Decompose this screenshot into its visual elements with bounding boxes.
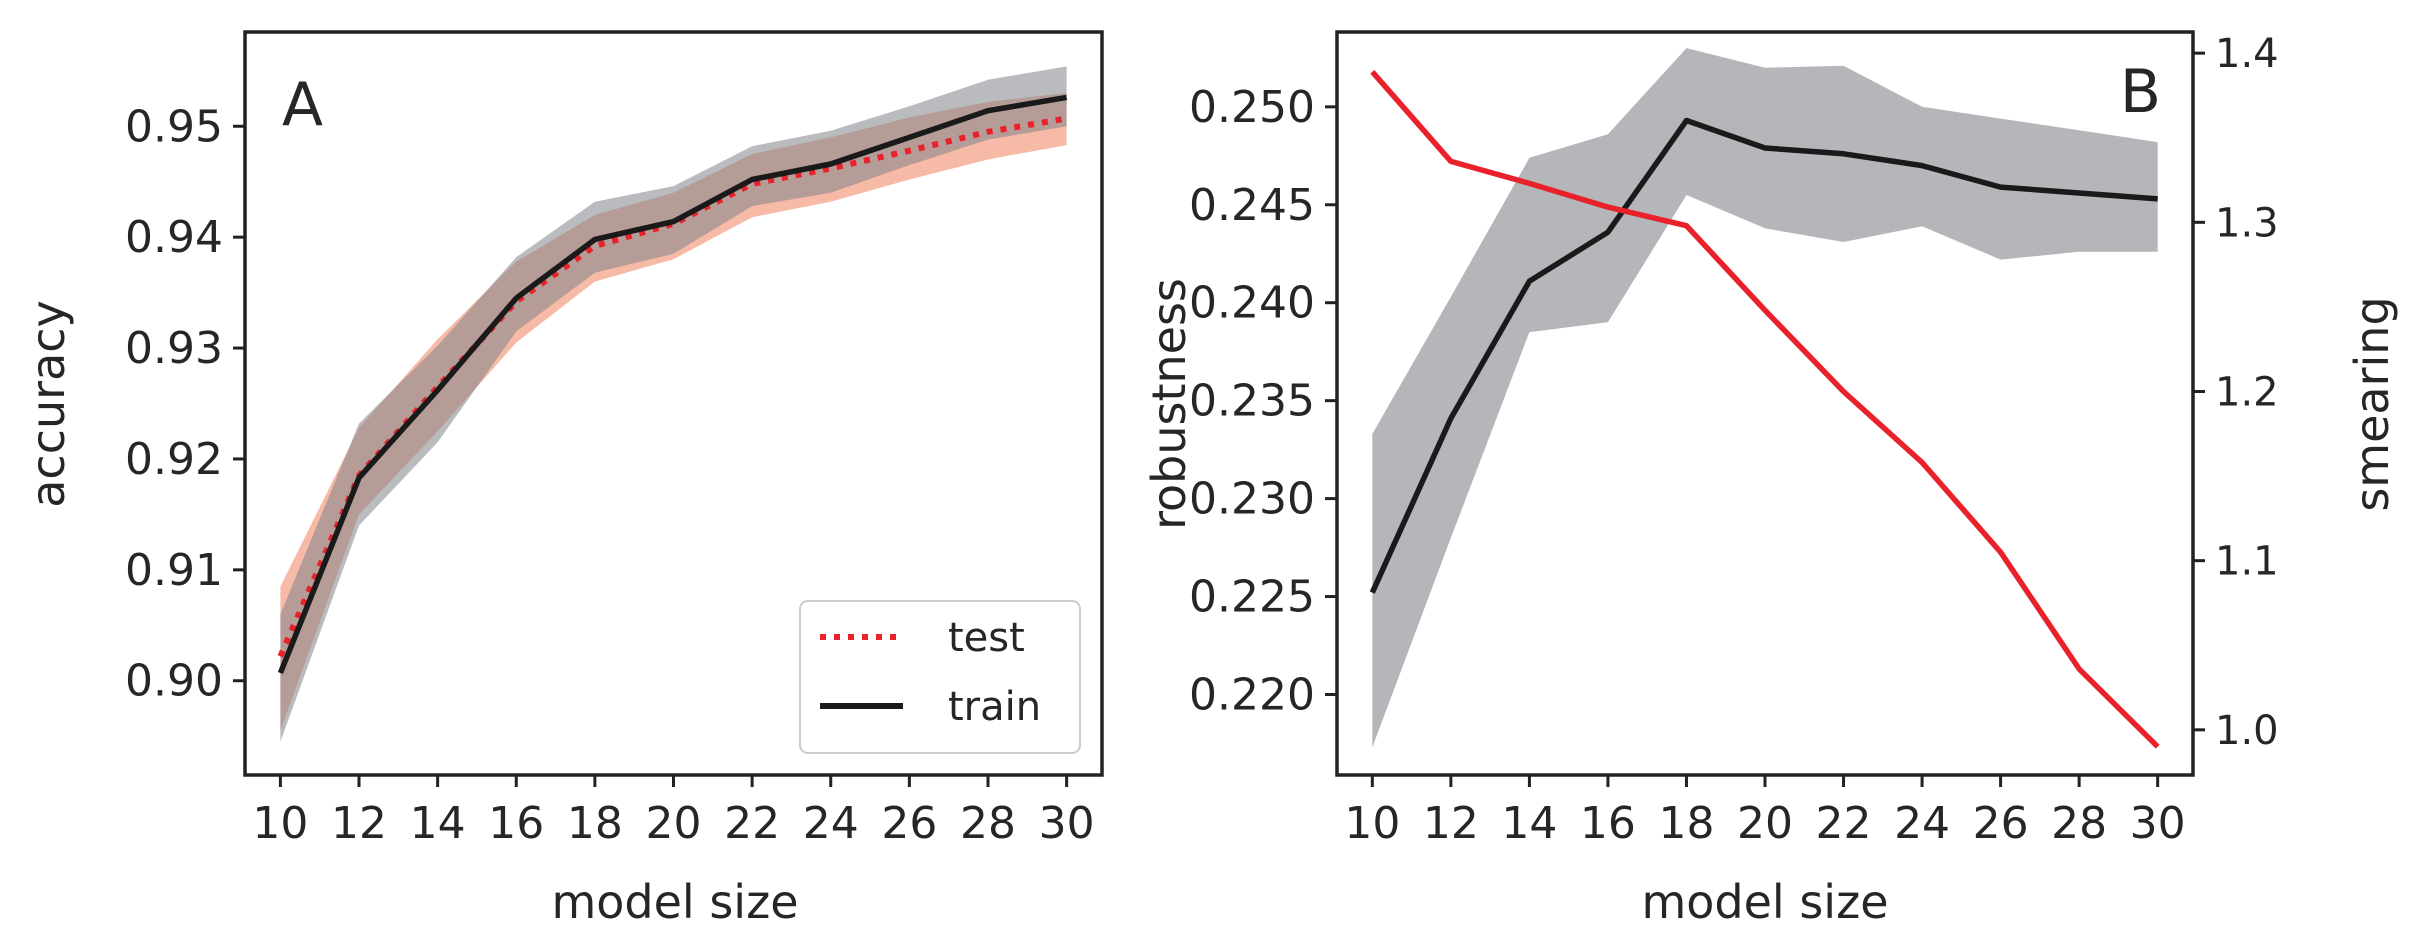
panel-a-y-axis-label: accuracy	[21, 300, 75, 508]
line-train	[277, 94, 1068, 675]
x-tick-label: 14	[410, 798, 466, 849]
x-tick-label: 18	[567, 798, 623, 849]
right-y-tick-label: 1.2	[2215, 369, 2279, 415]
y-tick-label: 0.250	[1189, 82, 1315, 133]
legend-test-label: test	[948, 615, 1025, 661]
panel-a-x-ticks: 10 12 14 16 18 20 22 24 26 28 30	[252, 775, 1095, 849]
y-tick-label: 0.245	[1189, 180, 1315, 231]
y-tick-label: 0.240	[1189, 278, 1315, 329]
panel-a-letter: A	[282, 70, 323, 140]
panel-a-x-axis-label: model size	[551, 875, 798, 929]
x-tick-label: 26	[1973, 798, 2029, 849]
panel-b-robustness-chart: 10 12 14 16 18 20 22 24 26 28 30 0.2200.2250.2300.…	[1142, 30, 2399, 929]
x-tick-label: 28	[2051, 798, 2107, 849]
legend-frame	[799, 600, 1081, 754]
x-tick-label: 10	[252, 798, 308, 849]
band-robustness	[1372, 48, 2158, 748]
x-tick-label: 30	[2130, 798, 2186, 849]
panel-b-left-y-ticks: 0.220 0.225 0.230 0.235 0.240 0.245 0.250	[1189, 82, 1337, 720]
right-y-tick-label: 1.4	[2215, 31, 2279, 77]
panel-b-left-y-axis-label: robustness	[1142, 278, 1196, 530]
x-tick-label: 30	[1039, 798, 1095, 849]
panel-b-right-y-ticks: 1.0 1.1 1.2 1.3 1.4	[2193, 31, 2279, 754]
x-tick-label: 28	[960, 798, 1016, 849]
x-tick-label: 16	[488, 798, 544, 849]
y-tick-label: 0.220	[1189, 669, 1315, 720]
y-tick-label: 0.225	[1189, 572, 1315, 623]
right-y-tick-label: 1.0	[2215, 708, 2279, 754]
panel-b-confidence-band	[1372, 48, 2158, 748]
x-tick-label: 26	[881, 798, 937, 849]
legend-train-label: train	[948, 684, 1041, 730]
x-tick-label: 24	[1894, 798, 1950, 849]
panel-a-legend: test train	[799, 600, 1081, 754]
y-tick-label: 0.230	[1189, 474, 1315, 525]
panel-b-x-axis-label: model size	[1641, 875, 1888, 929]
y-tick-label: 0.91	[125, 545, 223, 596]
panel-a-accuracy-chart: 10 12 14 16 18 20 22 24 26 28 30 0.900.910.920.930…	[21, 30, 1104, 929]
y-tick-label: 0.92	[125, 434, 223, 485]
panel-b-series-lines	[1369, 69, 2160, 749]
y-tick-label: 0.90	[125, 656, 223, 707]
line-test	[277, 115, 1068, 658]
right-y-tick-label: 1.3	[2215, 200, 2279, 246]
y-tick-label: 0.95	[125, 101, 223, 152]
x-tick-label: 12	[331, 798, 387, 849]
line-smearing	[1370, 69, 2160, 749]
panel-b-x-ticks: 10 12 14 16 18 20 22 24 26 28 30	[1344, 775, 2186, 849]
x-tick-label: 10	[1344, 798, 1400, 849]
x-tick-label: 22	[724, 798, 780, 849]
x-tick-label: 20	[646, 798, 702, 849]
x-tick-label: 12	[1423, 798, 1479, 849]
x-tick-label: 24	[803, 798, 859, 849]
x-tick-label: 14	[1501, 798, 1557, 849]
x-tick-label: 20	[1737, 798, 1793, 849]
y-tick-label: 0.94	[125, 212, 223, 263]
panel-b-right-y-axis-label: smearing	[2345, 296, 2399, 511]
y-tick-label: 0.235	[1189, 376, 1315, 427]
panel-a-series-lines	[277, 94, 1068, 675]
panel-b-letter: B	[2120, 57, 2161, 127]
panel-a-y-ticks: 0.90 0.91 0.92 0.93 0.94 0.95	[125, 101, 245, 707]
x-tick-label: 22	[1816, 798, 1872, 849]
x-tick-label: 18	[1658, 798, 1714, 849]
right-y-tick-label: 1.1	[2215, 539, 2279, 585]
x-tick-label: 16	[1580, 798, 1636, 849]
line-robustness	[1369, 117, 2158, 594]
y-tick-label: 0.93	[125, 323, 223, 374]
